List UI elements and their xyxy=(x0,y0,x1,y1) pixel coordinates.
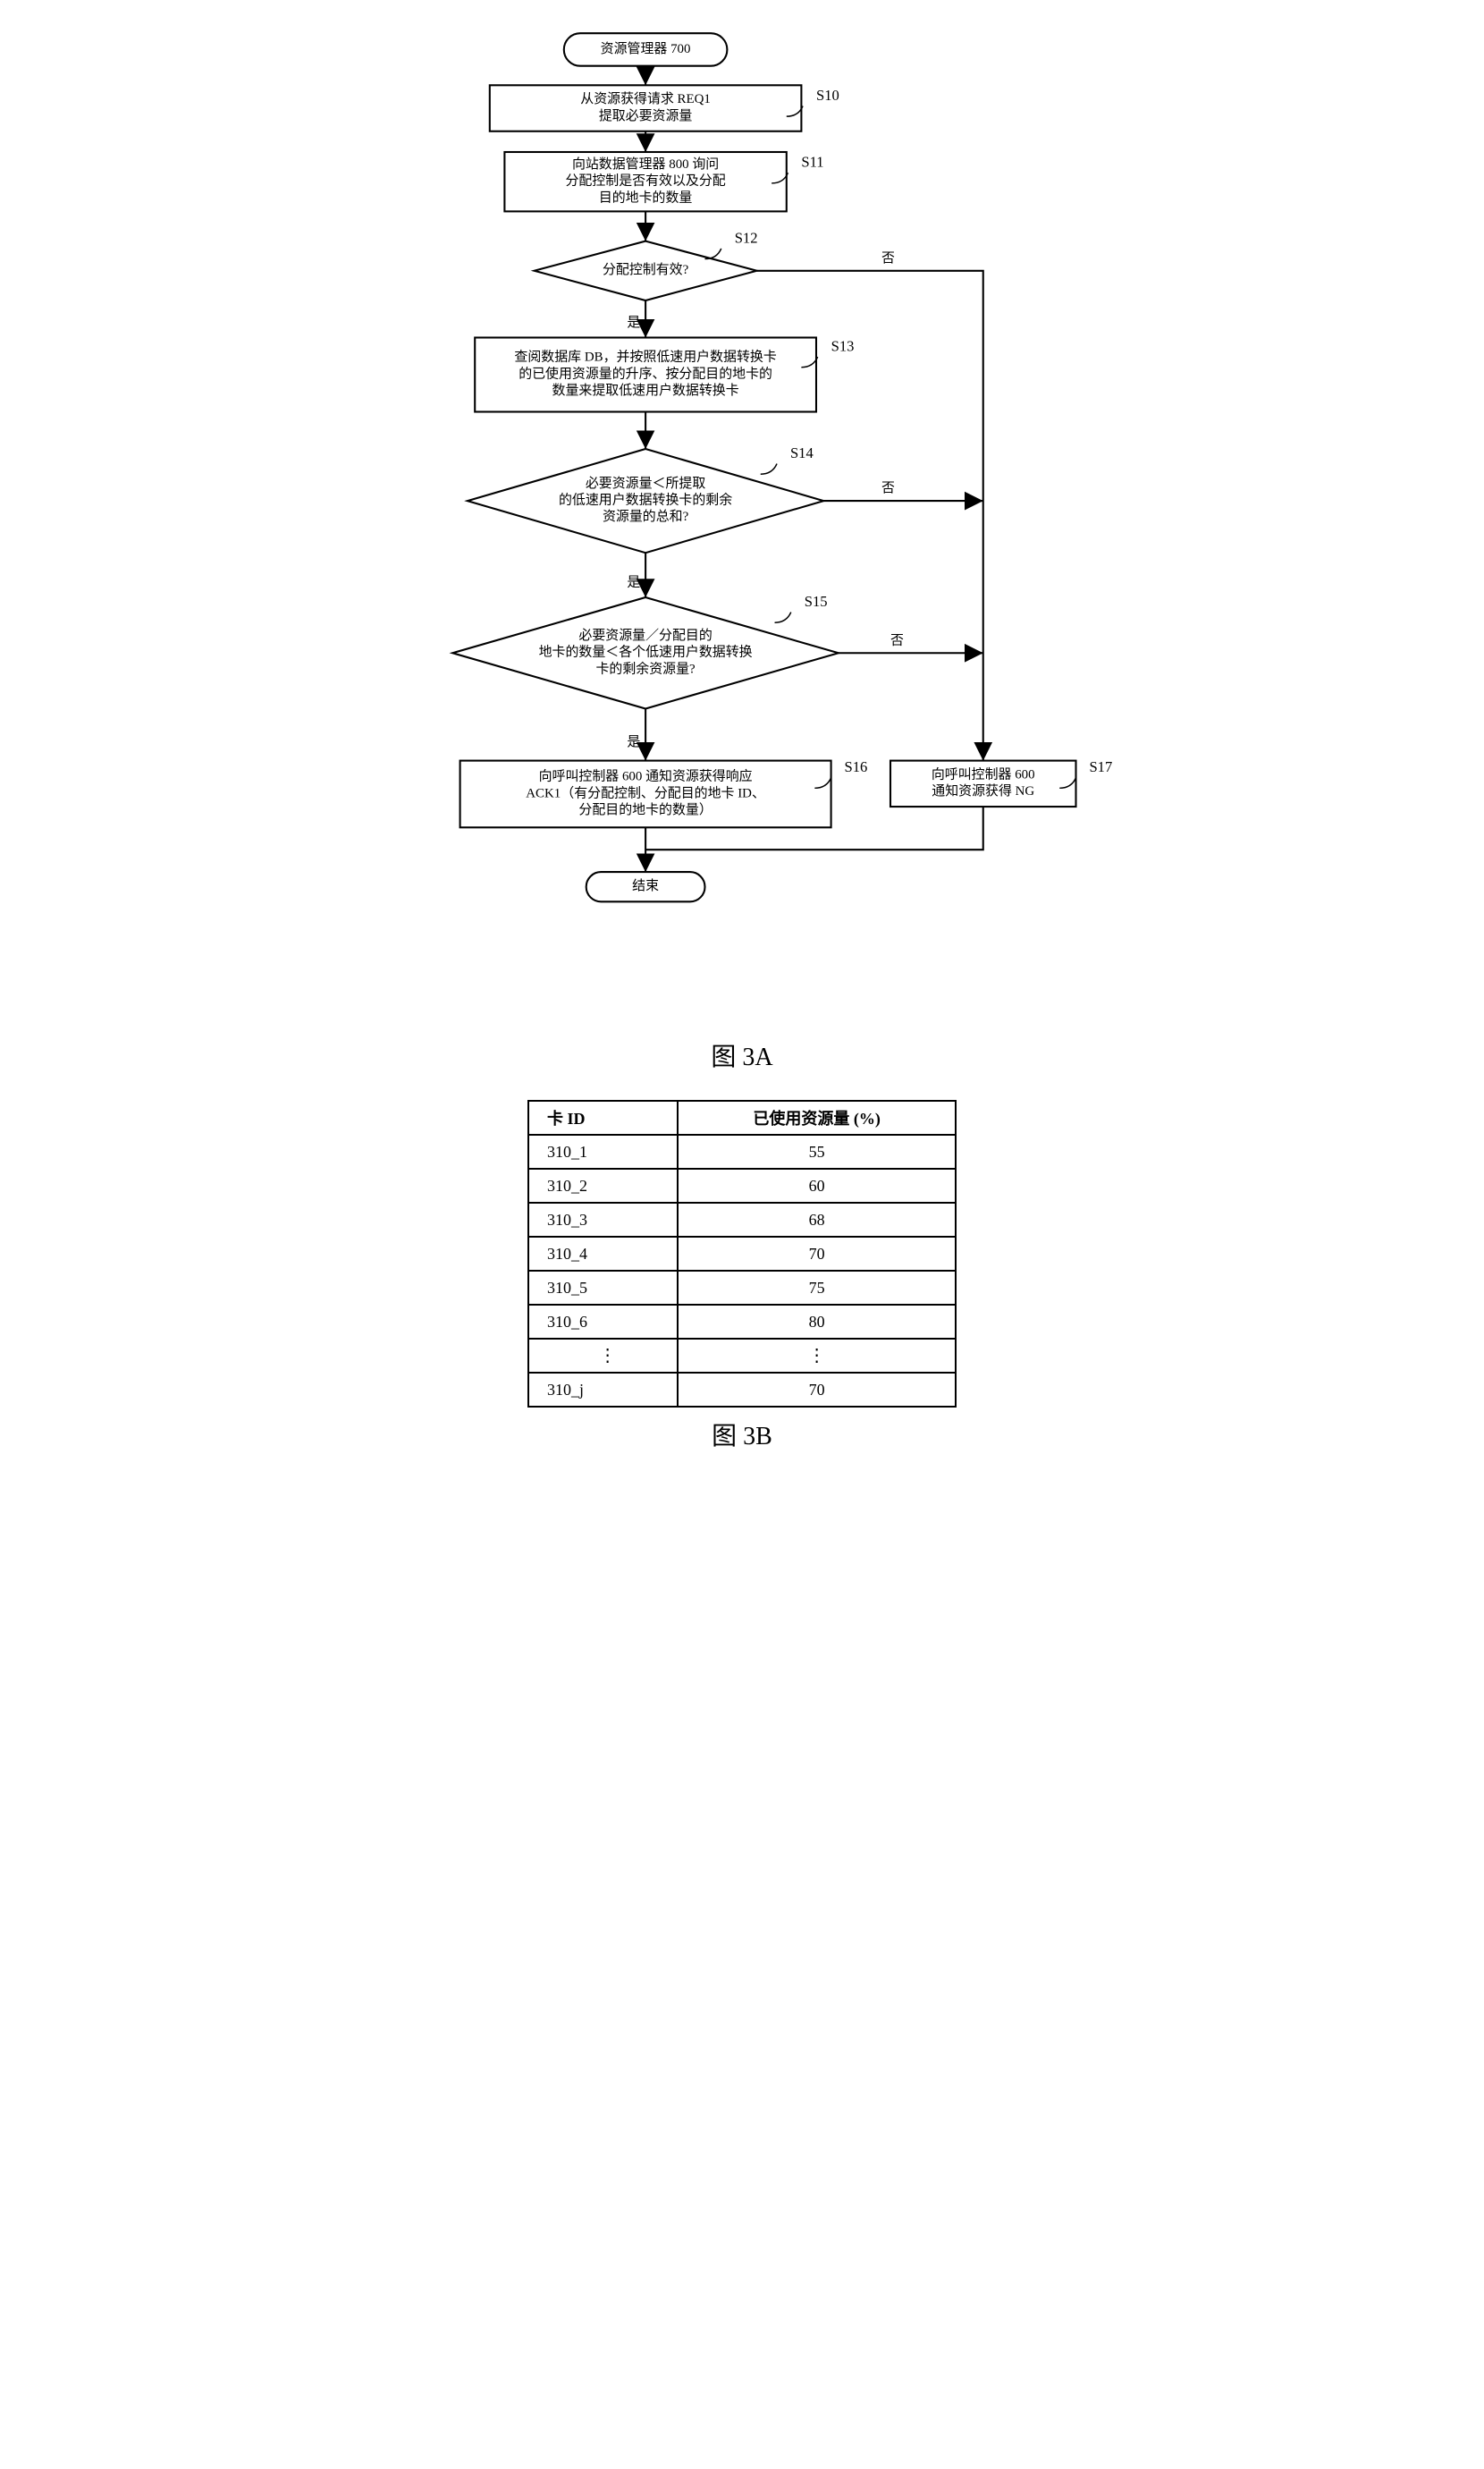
resource-table: 卡 ID已使用资源量 (%)310_155310_260310_368310_4… xyxy=(527,1100,957,1408)
flow-node-text-s16: 向呼叫控制器 600 通知资源获得响应 xyxy=(539,768,753,784)
table-row: 310_j70 xyxy=(528,1373,956,1407)
table-row: 310_368 xyxy=(528,1203,956,1237)
step-label-S17: S17 xyxy=(1089,758,1112,775)
step-label-S15: S15 xyxy=(805,593,828,610)
table-cell: ⋮ xyxy=(528,1339,678,1373)
flow-node-text-s17: 通知资源获得 NG xyxy=(932,783,1034,799)
step-label-S10: S10 xyxy=(816,87,839,104)
table-row: 310_680 xyxy=(528,1305,956,1339)
flow-edge-label-4: 否 xyxy=(881,251,895,266)
flow-node-text-s10: 从资源获得请求 REQ1 xyxy=(580,91,711,106)
flow-node-text-start: 资源管理器 700 xyxy=(601,41,691,56)
table-cell: 75 xyxy=(678,1271,956,1305)
table-cell: 310_j xyxy=(528,1373,678,1407)
table-cell: 70 xyxy=(678,1373,956,1407)
table-cell: 310_2 xyxy=(528,1169,678,1203)
table-cell: 310_3 xyxy=(528,1203,678,1237)
flow-node-text-s13: 的已使用资源量的升序、按分配目的地卡的 xyxy=(519,366,772,381)
table-cell: 70 xyxy=(678,1237,956,1271)
table-cell: 310_1 xyxy=(528,1135,678,1169)
flow-node-text-s11: 目的地卡的数量 xyxy=(599,190,693,205)
flowchart: 资源管理器 700 从资源获得请求 REQ1 提取必要资源量向站数据管理器 800 … xyxy=(371,18,1113,1028)
step-label-S14: S14 xyxy=(790,444,814,461)
flow-node-text-s12: 分配控制有效? xyxy=(603,262,689,277)
flow-node-text-s17: 向呼叫控制器 600 xyxy=(932,766,1035,782)
step-label-S13: S13 xyxy=(831,337,855,354)
table-cell: 310_6 xyxy=(528,1305,678,1339)
table-row: ⋮⋮ xyxy=(528,1339,956,1373)
table-row: 310_260 xyxy=(528,1169,956,1203)
flow-edge-label-3: 是 xyxy=(627,316,640,330)
step-label-S16: S16 xyxy=(845,758,868,775)
flow-edge-label-8: 是 xyxy=(627,735,640,749)
figure-b-label: 图 3B xyxy=(712,1416,772,1452)
flow-edge-label-6: 是 xyxy=(627,576,640,590)
flow-node-text-s16: 分配目的地卡的数量） xyxy=(578,802,712,817)
flow-node-text-s15: 地卡的数量＜各个低速用户数据转换 xyxy=(539,645,753,660)
flow-node-text-s14: 必要资源量＜所提取 xyxy=(586,476,705,491)
table-cell: 80 xyxy=(678,1305,956,1339)
table-cell: ⋮ xyxy=(678,1339,956,1373)
table-cell: 68 xyxy=(678,1203,956,1237)
flow-node-text-s14: 的低速用户数据转换卡的剩余 xyxy=(559,492,732,508)
flow-node-text-end: 结束 xyxy=(632,878,659,893)
flow-node-text-s15: 必要资源量／分配目的 xyxy=(578,628,712,643)
flow-node-text-s10: 提取必要资源量 xyxy=(599,108,693,123)
flow-node-text-s15: 卡的剩余资源量? xyxy=(595,660,696,676)
table-cell: 310_4 xyxy=(528,1237,678,1271)
figure-a-label: 图 3A xyxy=(711,1037,772,1073)
table-cell: 310_5 xyxy=(528,1271,678,1305)
table-cell: 55 xyxy=(678,1135,956,1169)
flow-node-text-s13: 数量来提取低速用户数据转换卡 xyxy=(552,383,739,398)
table-header-0: 卡 ID xyxy=(528,1101,678,1135)
table-header-1: 已使用资源量 (%) xyxy=(678,1101,956,1135)
flow-node-text-s16: ACK1（有分配控制、分配目的地卡 ID、 xyxy=(526,785,765,800)
table-row: 310_155 xyxy=(528,1135,956,1169)
table-row: 310_470 xyxy=(528,1237,956,1271)
flow-edge-label-7: 否 xyxy=(881,481,895,495)
flow-edge-label-9: 否 xyxy=(890,633,904,647)
table-cell: 60 xyxy=(678,1169,956,1203)
flow-node-text-s14: 资源量的总和? xyxy=(603,509,689,524)
step-label-S12: S12 xyxy=(735,229,758,246)
step-label-S11: S11 xyxy=(801,154,823,171)
flow-node-text-s11: 向站数据管理器 800 询问 xyxy=(572,156,719,172)
flow-node-text-s13: 查阅数据库 DB，并按照低速用户数据转换卡 xyxy=(514,350,776,365)
flow-node-text-s11: 分配控制是否有效以及分配 xyxy=(565,173,725,189)
table-row: 310_575 xyxy=(528,1271,956,1305)
